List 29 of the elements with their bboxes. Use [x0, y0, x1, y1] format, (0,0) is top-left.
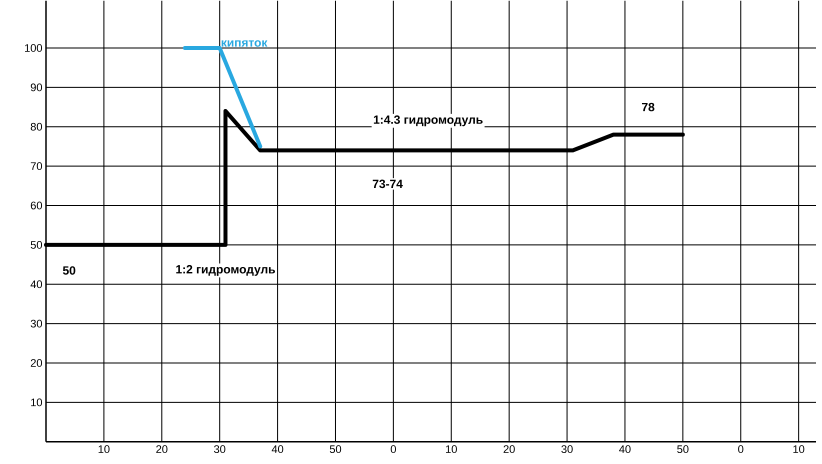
y-tick-label: 70 [30, 162, 42, 170]
x-tick-label: 20 [156, 445, 168, 454]
x-tick-label: 10 [98, 445, 110, 454]
annotation: 50 [62, 266, 76, 275]
annotation: 78 [642, 102, 654, 112]
x-tick-label: 30 [214, 445, 226, 454]
series-label: кипяток [222, 40, 268, 47]
x-tick-label: 40 [619, 445, 631, 454]
y-tick-label: 50 [30, 241, 42, 249]
x-tick-label: 50 [330, 445, 342, 454]
y-tick-label: 60 [30, 202, 42, 210]
x-tick-label: 50 [677, 445, 689, 454]
y-tick-label: 20 [30, 359, 42, 368]
annotation: 1:2 гидромодуль [176, 265, 275, 276]
y-tick-label: 90 [30, 84, 42, 92]
x-tick-label: 20 [504, 445, 515, 454]
x-tick-label: 10 [793, 445, 804, 454]
x-tick-label: 10 [446, 445, 457, 454]
y-tick-label: 40 [30, 280, 42, 288]
x-tick-label: 0 [390, 445, 396, 454]
annotation: 1:4.3 гидромодуль [374, 116, 483, 126]
y-tick-label: 80 [30, 123, 42, 131]
x-tick-label: 40 [272, 445, 284, 454]
annotation: 73-74 [372, 180, 403, 188]
y-tick-label: 100 [25, 44, 42, 52]
y-tick-label: 10 [31, 398, 42, 406]
x-tick-label: 30 [561, 445, 573, 454]
x-tick-label: 0 [738, 445, 744, 454]
y-tick-label: 30 [30, 320, 42, 328]
